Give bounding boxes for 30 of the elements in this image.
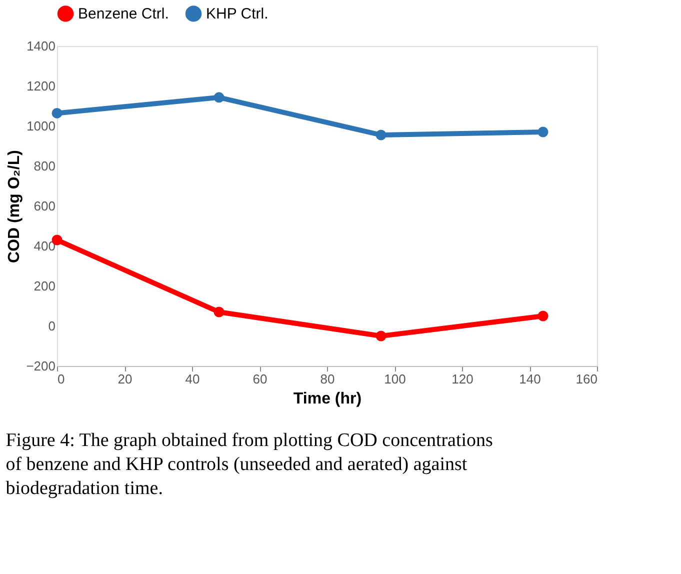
point bbox=[214, 92, 224, 103]
y-tick-label: 600 bbox=[34, 198, 56, 214]
y-tick-label: 200 bbox=[34, 278, 56, 294]
x-tick-label: 20 bbox=[118, 372, 132, 386]
x-tick-label: 0 bbox=[58, 372, 65, 386]
x-tick-label: 140 bbox=[519, 372, 541, 386]
x-tick-label: 40 bbox=[185, 372, 200, 386]
y-tick-label: −200 bbox=[26, 358, 56, 374]
y-tick-label: 0 bbox=[48, 318, 56, 334]
point bbox=[376, 330, 386, 342]
x-tick-label: 60 bbox=[252, 372, 268, 386]
legend-label: KHP Ctrl. bbox=[206, 6, 268, 23]
legend-label: Benzene Ctrl. bbox=[78, 6, 169, 23]
y-tick-label: 400 bbox=[34, 238, 56, 254]
x-axis-title: Time (hr) bbox=[293, 390, 362, 408]
caption: Figure 4: The graph obtained from plotting COD concentrations of benzene and KHP controls (unseeded and aerated) against biodegradation time. bbox=[6, 430, 493, 499]
y-tick-label: 800 bbox=[34, 158, 56, 174]
x-tick-label: 160 bbox=[576, 372, 598, 386]
point bbox=[538, 310, 548, 322]
x-tick-label: 120 bbox=[452, 372, 474, 386]
y-tick-label: 1000 bbox=[26, 118, 56, 134]
y-tick-label: 1200 bbox=[26, 78, 56, 94]
y-tick-label: 1400 bbox=[26, 38, 56, 54]
point bbox=[214, 306, 224, 318]
point bbox=[538, 126, 548, 138]
y-axis-title: COD (mg O₂/L) bbox=[6, 150, 24, 263]
x-tick-label: 100 bbox=[384, 372, 406, 386]
point bbox=[52, 108, 62, 118]
point bbox=[376, 130, 386, 140]
x-tick-label: 80 bbox=[320, 372, 335, 386]
